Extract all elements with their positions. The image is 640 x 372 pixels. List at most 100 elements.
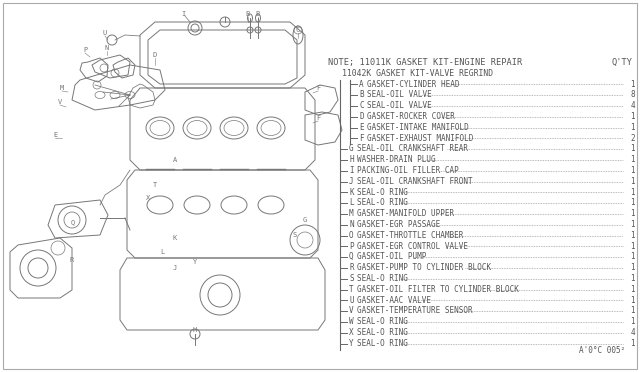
Text: PACKING-OIL FILLER CAP: PACKING-OIL FILLER CAP: [357, 166, 459, 175]
Text: M: M: [349, 209, 354, 218]
Text: SEAL-O RING: SEAL-O RING: [357, 198, 408, 208]
Text: 1: 1: [630, 274, 635, 283]
Text: X: X: [349, 328, 354, 337]
Text: GASKET-TEMPERATURE SENSOR: GASKET-TEMPERATURE SENSOR: [357, 307, 472, 315]
Text: V: V: [58, 99, 62, 105]
Text: H: H: [193, 327, 197, 333]
Text: 8: 8: [630, 90, 635, 99]
Text: 4: 4: [630, 328, 635, 337]
Text: N: N: [349, 220, 354, 229]
Text: B: B: [256, 11, 260, 17]
Text: GASKET-EGR PASSAGE: GASKET-EGR PASSAGE: [357, 220, 440, 229]
Text: GASKET-ROCKER COVER: GASKET-ROCKER COVER: [367, 112, 455, 121]
Text: SEAL-OIL VALVE: SEAL-OIL VALVE: [367, 90, 432, 99]
Text: NOTE; 11011K GASKET KIT-ENGINE REPAIR: NOTE; 11011K GASKET KIT-ENGINE REPAIR: [328, 58, 522, 67]
Text: C: C: [359, 101, 364, 110]
Text: B: B: [246, 11, 250, 17]
Text: GASKET-INTAKE MANIFOLD: GASKET-INTAKE MANIFOLD: [367, 123, 468, 132]
Text: M: M: [60, 85, 64, 91]
Text: Y: Y: [193, 259, 197, 265]
Text: SEAL-O RING: SEAL-O RING: [357, 328, 408, 337]
Text: R: R: [70, 257, 74, 263]
Text: G: G: [303, 217, 307, 223]
Text: V: V: [349, 307, 354, 315]
Text: 1: 1: [630, 187, 635, 196]
Text: 1: 1: [630, 220, 635, 229]
Text: E: E: [359, 123, 364, 132]
Text: 1: 1: [630, 123, 635, 132]
Text: P: P: [349, 241, 354, 251]
Text: 1: 1: [630, 339, 635, 348]
Text: Y: Y: [349, 339, 354, 348]
Text: 1: 1: [630, 285, 635, 294]
Text: GASKET-EGR CONTROL VALVE: GASKET-EGR CONTROL VALVE: [357, 241, 468, 251]
Text: T: T: [153, 182, 157, 188]
Text: P: P: [83, 47, 87, 53]
Text: SEAL-O RING: SEAL-O RING: [357, 317, 408, 326]
Text: GASKET-EXHAUST MANIFOLD: GASKET-EXHAUST MANIFOLD: [367, 134, 474, 142]
Text: I: I: [181, 11, 185, 17]
Text: WASHER-DRAIN PLUG: WASHER-DRAIN PLUG: [357, 155, 436, 164]
Text: SEAL-OIL CRANKSHAFT FRONT: SEAL-OIL CRANKSHAFT FRONT: [357, 177, 472, 186]
Text: U: U: [103, 30, 107, 36]
Text: K: K: [349, 187, 354, 196]
Text: E: E: [53, 132, 57, 138]
Text: 1: 1: [630, 80, 635, 89]
Text: SEAL-O RING: SEAL-O RING: [357, 187, 408, 196]
Text: G: G: [349, 144, 354, 153]
Text: R: R: [349, 263, 354, 272]
Text: O: O: [349, 231, 354, 240]
Text: A'0°C 005²: A'0°C 005²: [579, 346, 625, 355]
Text: X: X: [146, 195, 150, 201]
Text: F: F: [359, 134, 364, 142]
Text: GASKET-MANIFOLD UPPER: GASKET-MANIFOLD UPPER: [357, 209, 454, 218]
Text: A: A: [359, 80, 364, 89]
Text: GASKET-OIL PUMP: GASKET-OIL PUMP: [357, 252, 426, 262]
Text: N: N: [105, 45, 109, 51]
Text: 1: 1: [630, 317, 635, 326]
Text: H: H: [349, 155, 354, 164]
Text: J: J: [173, 265, 177, 271]
Text: SEAL-OIL CRANKSHAFT REAR: SEAL-OIL CRANKSHAFT REAR: [357, 144, 468, 153]
Text: GASKET-PUMP TO CYLINDER BLOCK: GASKET-PUMP TO CYLINDER BLOCK: [357, 263, 491, 272]
Text: W: W: [349, 317, 354, 326]
Text: 1: 1: [630, 209, 635, 218]
Text: GASKET-CYLINDER HEAD: GASKET-CYLINDER HEAD: [367, 80, 460, 89]
Text: 1: 1: [630, 166, 635, 175]
Text: 4: 4: [630, 101, 635, 110]
Text: K: K: [173, 235, 177, 241]
Text: 1: 1: [630, 307, 635, 315]
Text: A: A: [173, 157, 177, 163]
Text: T: T: [349, 285, 354, 294]
Text: SEAL-O RING: SEAL-O RING: [357, 339, 408, 348]
Text: GASKET-THROTTLE CHAMBER: GASKET-THROTTLE CHAMBER: [357, 231, 463, 240]
Text: GASKET-OIL FILTER TO CYLINDER BLOCK: GASKET-OIL FILTER TO CYLINDER BLOCK: [357, 285, 519, 294]
Text: D: D: [359, 112, 364, 121]
Text: B: B: [359, 90, 364, 99]
Text: L: L: [160, 249, 164, 255]
Text: Q'TY: Q'TY: [612, 58, 633, 67]
Text: I: I: [349, 166, 354, 175]
Text: 1: 1: [630, 112, 635, 121]
Text: 1: 1: [630, 144, 635, 153]
Text: 1: 1: [630, 263, 635, 272]
Text: F: F: [316, 85, 320, 91]
Text: J: J: [349, 177, 354, 186]
Text: U: U: [349, 296, 354, 305]
Text: SEAL-O RING: SEAL-O RING: [357, 274, 408, 283]
Text: D: D: [153, 52, 157, 58]
Text: C: C: [296, 27, 300, 33]
Text: F: F: [316, 115, 320, 121]
Text: Q: Q: [349, 252, 354, 262]
Text: 1: 1: [630, 155, 635, 164]
Text: GASKET-AAC VALVE: GASKET-AAC VALVE: [357, 296, 431, 305]
Text: S: S: [293, 232, 297, 238]
Text: L: L: [349, 198, 354, 208]
Text: 1: 1: [630, 296, 635, 305]
Text: Q: Q: [71, 219, 75, 225]
Text: SEAL-OIL VALVE: SEAL-OIL VALVE: [367, 101, 432, 110]
Text: 1: 1: [630, 231, 635, 240]
Text: 1: 1: [630, 252, 635, 262]
Text: 1: 1: [630, 177, 635, 186]
Text: 2: 2: [630, 134, 635, 142]
